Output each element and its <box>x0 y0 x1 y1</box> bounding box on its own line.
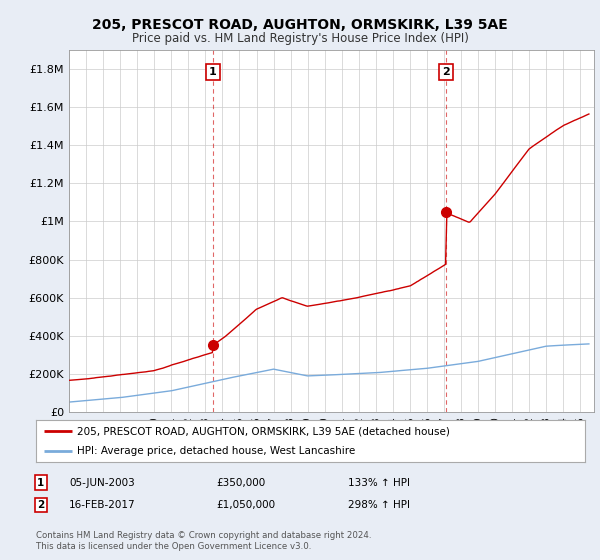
Text: 16-FEB-2017: 16-FEB-2017 <box>69 500 136 510</box>
Text: 205, PRESCOT ROAD, AUGHTON, ORMSKIRK, L39 5AE: 205, PRESCOT ROAD, AUGHTON, ORMSKIRK, L3… <box>92 18 508 32</box>
Text: 1: 1 <box>209 67 217 77</box>
Text: 205, PRESCOT ROAD, AUGHTON, ORMSKIRK, L39 5AE (detached house): 205, PRESCOT ROAD, AUGHTON, ORMSKIRK, L3… <box>77 426 450 436</box>
Text: 133% ↑ HPI: 133% ↑ HPI <box>348 478 410 488</box>
Text: HPI: Average price, detached house, West Lancashire: HPI: Average price, detached house, West… <box>77 446 355 456</box>
Text: 2: 2 <box>37 500 44 510</box>
Text: £1,050,000: £1,050,000 <box>216 500 275 510</box>
Text: Price paid vs. HM Land Registry's House Price Index (HPI): Price paid vs. HM Land Registry's House … <box>131 31 469 45</box>
Text: Contains HM Land Registry data © Crown copyright and database right 2024.
This d: Contains HM Land Registry data © Crown c… <box>36 530 371 552</box>
Text: 05-JUN-2003: 05-JUN-2003 <box>69 478 135 488</box>
Text: 2: 2 <box>442 67 450 77</box>
Text: £350,000: £350,000 <box>216 478 265 488</box>
Text: 298% ↑ HPI: 298% ↑ HPI <box>348 500 410 510</box>
Text: 1: 1 <box>37 478 44 488</box>
